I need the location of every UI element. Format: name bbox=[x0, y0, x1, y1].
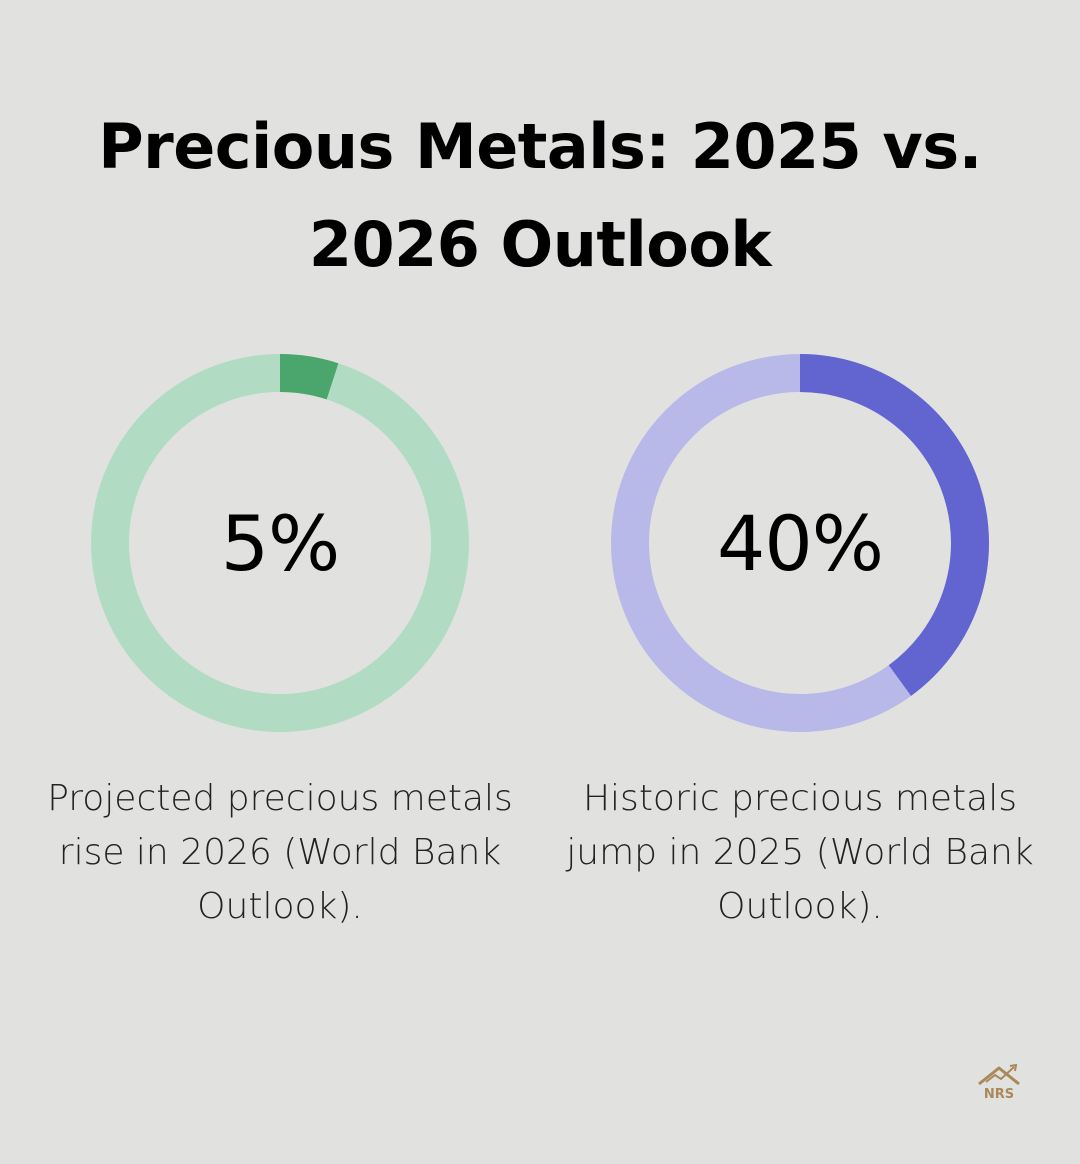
caption-line: rise in 2026 (World Bank bbox=[58, 832, 502, 873]
percent-label-2026: 5% bbox=[220, 498, 341, 588]
house-chart-icon bbox=[978, 1063, 1020, 1086]
caption-line: Historic precious metals bbox=[582, 778, 1017, 819]
donut-svg-2026 bbox=[91, 354, 469, 732]
percent-label-2025: 40% bbox=[717, 498, 884, 588]
donut-chart-2026: 5% bbox=[91, 354, 469, 732]
page-title: Precious Metals: 2025 vs. 2026 Outlook bbox=[0, 98, 1080, 294]
caption-line: Outlook). bbox=[717, 886, 883, 927]
caption-2026: Projected precious metals rise in 2026 (… bbox=[40, 772, 520, 934]
caption-line: Projected precious metals bbox=[47, 778, 513, 819]
caption-line: Outlook). bbox=[197, 886, 363, 927]
title-line-1: Precious Metals: 2025 vs. bbox=[98, 110, 982, 183]
donut-svg-2025 bbox=[611, 354, 989, 732]
donut-arc-2025 bbox=[799, 354, 989, 696]
caption-2025: Historic precious metals jump in 2025 (W… bbox=[560, 772, 1040, 934]
donut-chart-2025: 40% bbox=[611, 354, 989, 732]
donut-arc-2026 bbox=[279, 354, 339, 400]
title-line-2: 2026 Outlook bbox=[308, 208, 772, 281]
brand-logo: NRS bbox=[976, 1060, 1022, 1102]
caption-line: jump in 2025 (World Bank bbox=[566, 832, 1034, 873]
logo-text: NRS bbox=[983, 1087, 1015, 1102]
